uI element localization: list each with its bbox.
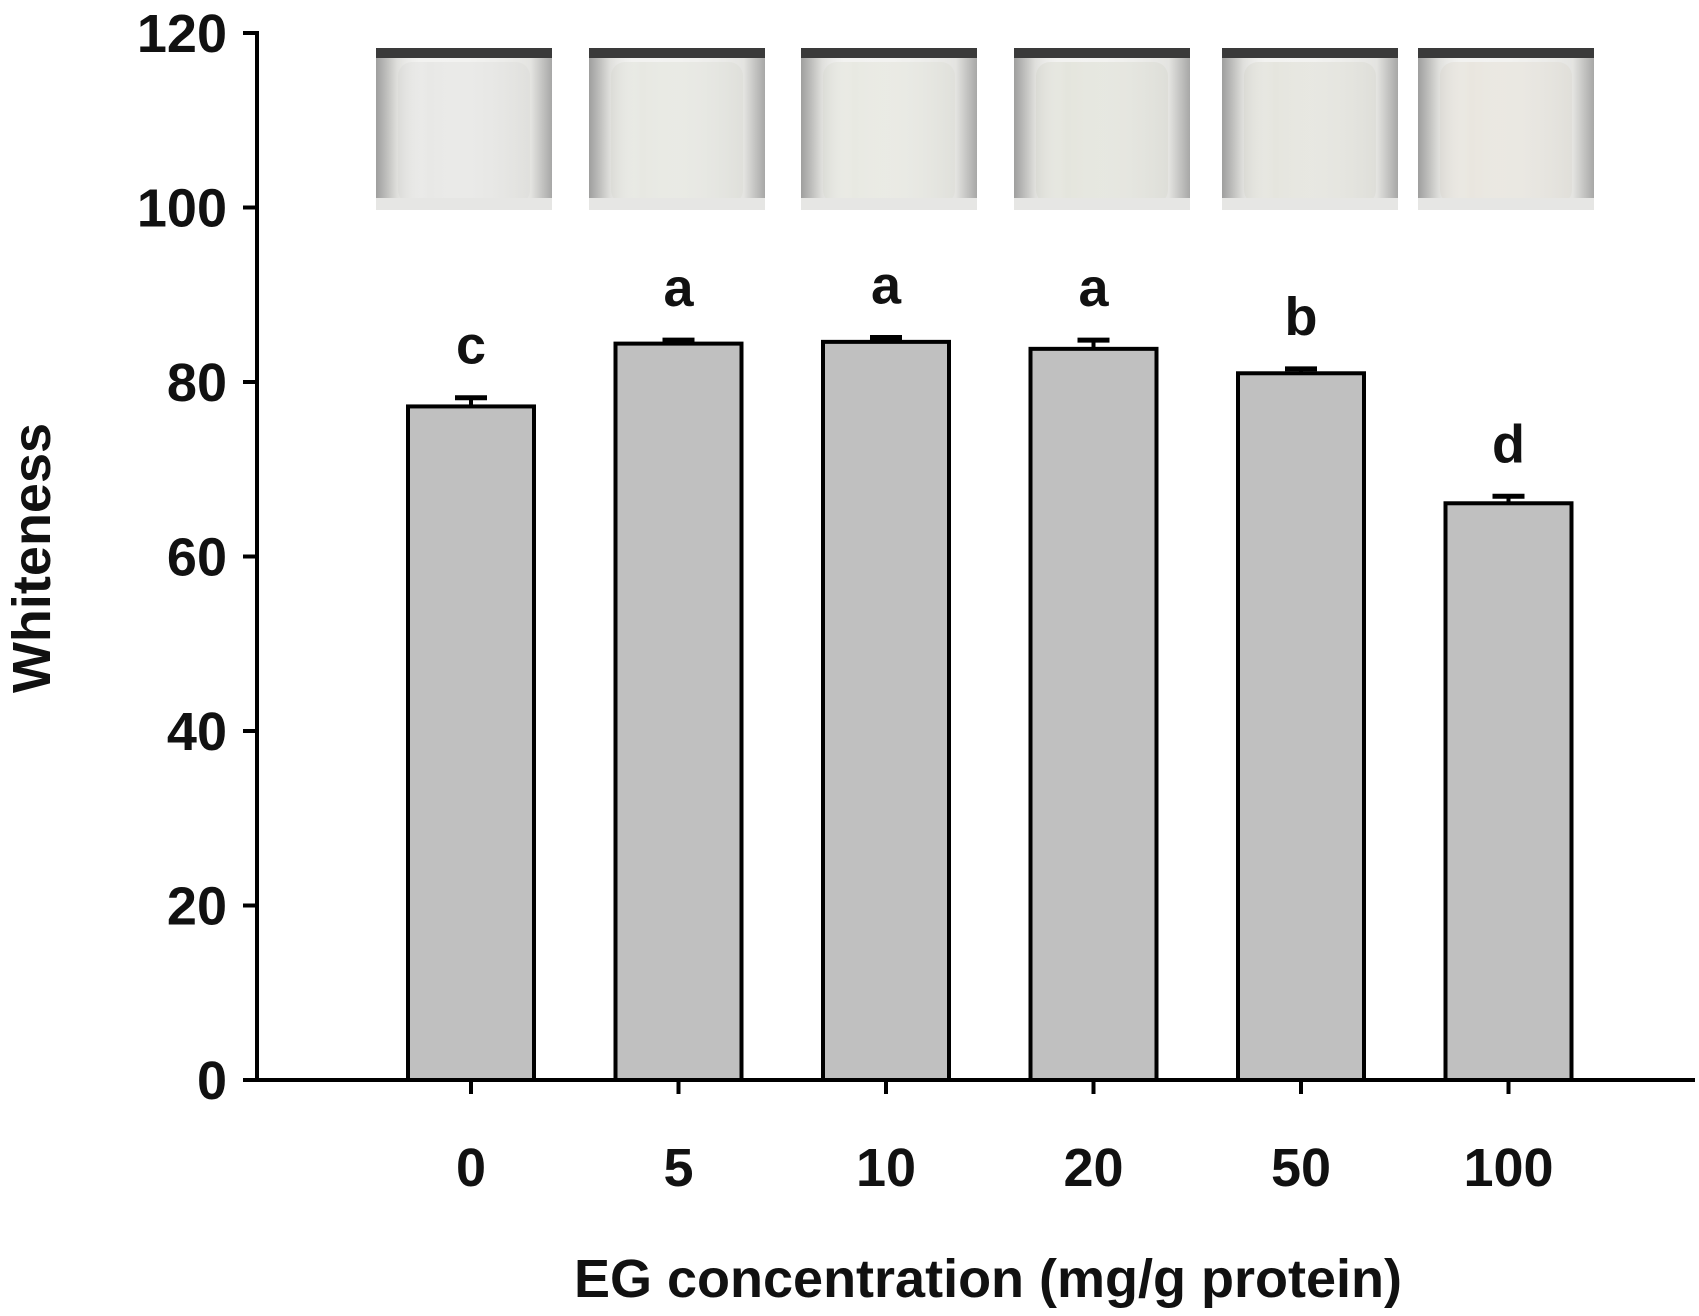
y-tick-label: 120 [137, 4, 227, 64]
significance-letter: b [1285, 287, 1318, 347]
vial-shade [1014, 58, 1190, 210]
sample-photo [589, 48, 765, 210]
photo-top-edge [1418, 48, 1594, 58]
x-tick-label: 50 [1271, 1138, 1331, 1198]
photo-base [589, 198, 765, 210]
sample-photo [1418, 48, 1594, 210]
sample-photo-strip [376, 48, 1594, 210]
y-tick-label: 40 [167, 702, 227, 762]
significance-letter: a [663, 258, 694, 318]
sample-photo [376, 48, 552, 210]
photo-top-edge [1222, 48, 1398, 58]
photo-top-edge [801, 48, 977, 58]
significance-letter: c [456, 316, 486, 376]
vial-shade [1222, 58, 1398, 210]
significance-letter: a [1078, 258, 1109, 318]
vial-shade [376, 58, 552, 210]
bar [406, 404, 536, 1082]
error-bars-group [455, 335, 1525, 504]
sample-photo [801, 48, 977, 210]
bar [613, 341, 744, 1082]
y-tick-label: 20 [167, 877, 227, 937]
vial-shade [589, 58, 765, 210]
sample-photo [1222, 48, 1398, 210]
x-tick-label: 5 [663, 1138, 693, 1198]
photo-base [376, 198, 552, 210]
photo-top-edge [589, 48, 765, 58]
bars-group [406, 339, 1574, 1083]
vial-shade [801, 58, 977, 210]
photo-base [1418, 198, 1594, 210]
x-tick-label: 100 [1463, 1138, 1553, 1198]
photo-base [1014, 198, 1190, 210]
photo-top-edge [1014, 48, 1190, 58]
y-ticks-group: 0 20 40 60 80 100 120 [137, 4, 257, 1111]
y-tick-label: 100 [137, 179, 227, 239]
bar [1443, 501, 1574, 1082]
vial-shade [1418, 58, 1594, 210]
y-tick-label: 60 [167, 528, 227, 588]
x-tick-label: 0 [456, 1138, 486, 1198]
x-ticks-group: 0 5 10 20 50 100 [456, 1080, 1554, 1198]
x-tick-label: 10 [856, 1138, 916, 1198]
x-tick-label: 20 [1063, 1138, 1123, 1198]
y-axis-title: Whiteness [2, 423, 62, 693]
photo-base [801, 198, 977, 210]
x-axis-title: EG concentration (mg/g protein) [574, 1249, 1402, 1309]
y-tick-label: 0 [197, 1051, 227, 1111]
significance-letter: d [1492, 414, 1525, 474]
significance-letter: a [871, 256, 902, 316]
bar [1236, 371, 1366, 1082]
bar [1028, 346, 1159, 1083]
significance-letters-group: c a a a b d [456, 256, 1525, 475]
sample-photo [1014, 48, 1190, 210]
y-tick-label: 80 [167, 353, 227, 413]
bar [821, 339, 951, 1082]
photo-top-edge [376, 48, 552, 58]
photo-base [1222, 198, 1398, 210]
